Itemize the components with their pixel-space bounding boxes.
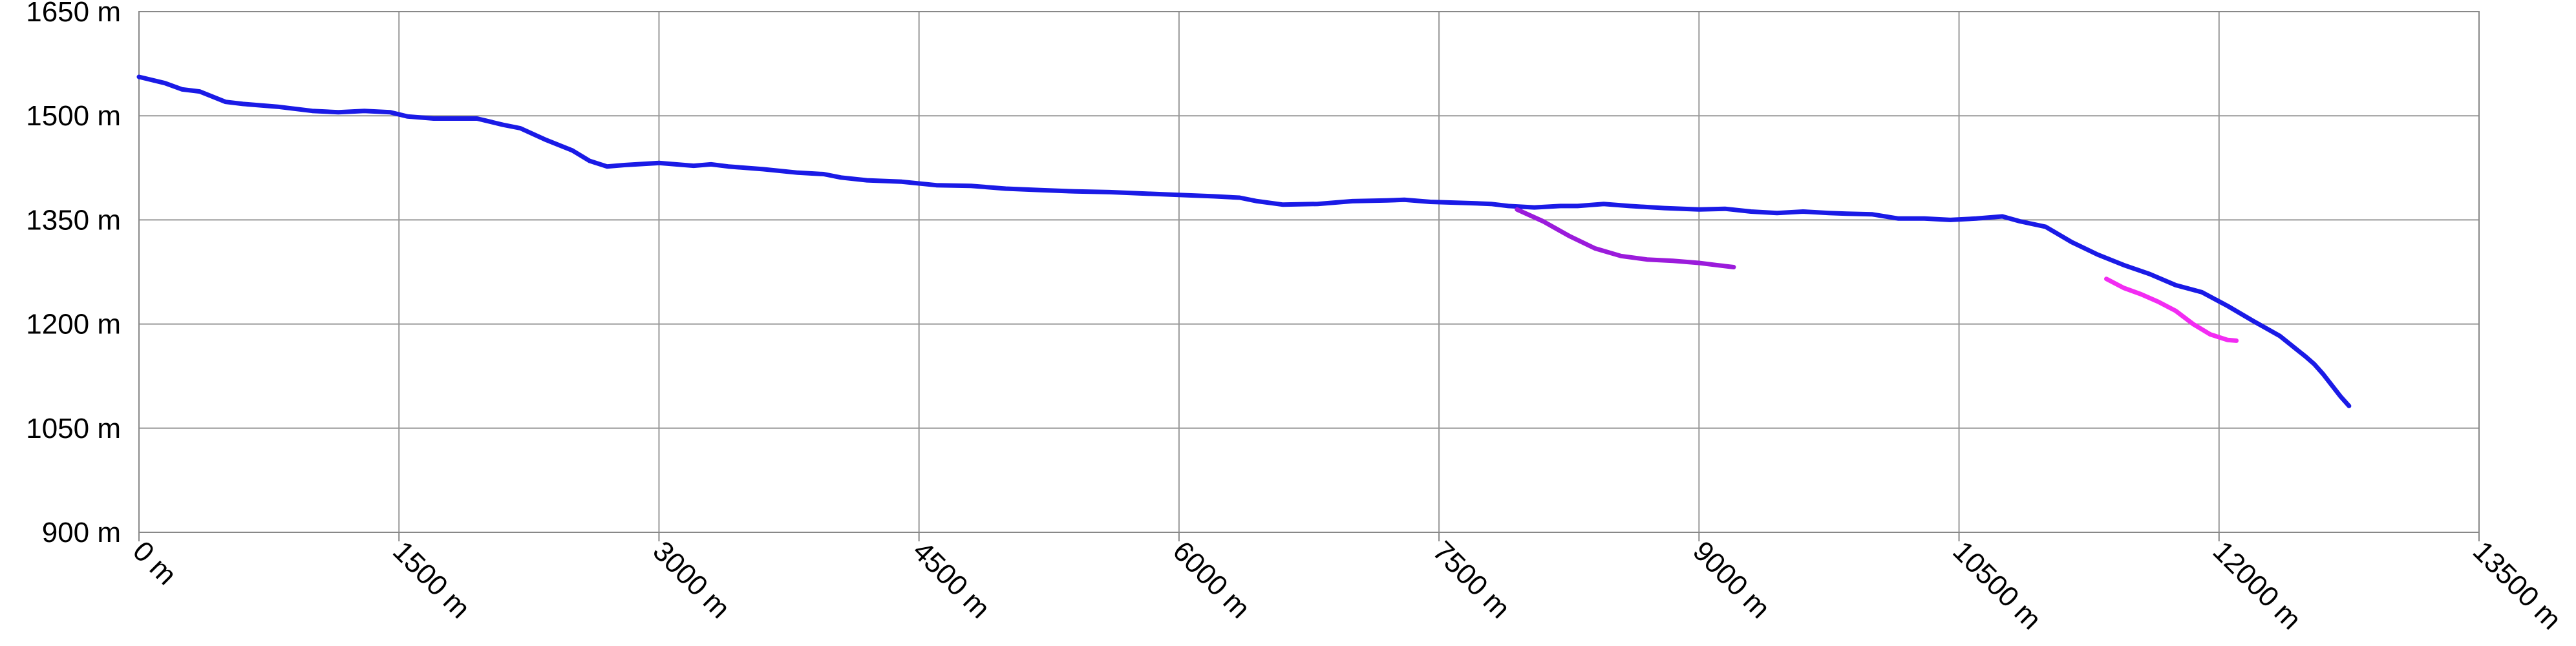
x-tick-label: 9000 m xyxy=(1687,535,1776,624)
elevation-series-line-3 xyxy=(2104,276,2239,343)
x-gridlines xyxy=(138,12,2480,541)
x-tick-label: 1500 m xyxy=(387,535,476,624)
x-tick-label: 3000 m xyxy=(646,535,736,624)
x-tick-label: 10500 m xyxy=(1946,535,2047,636)
plot-area-frame xyxy=(138,11,2480,533)
x-axis-tick-labels: 0 m 1500 m 3000 m 4500 m 6000 m 7500 m 9000 m 1… xyxy=(127,535,2568,636)
y-axis-tick-labels: 900 m 1050 m 1200 m 1350 m 1500 m 1650 m xyxy=(26,0,121,548)
y-tick-label: 900 m xyxy=(42,517,121,548)
series-layer xyxy=(136,74,2352,408)
y-tick-label: 1200 m xyxy=(26,309,121,340)
y-gridlines xyxy=(139,11,2479,533)
x-tick-label: 13500 m xyxy=(2467,535,2568,636)
x-tick-label: 0 m xyxy=(127,535,183,591)
y-tick-label: 1050 m xyxy=(26,413,121,444)
x-tick-label: 12000 m xyxy=(2207,535,2308,636)
y-tick-label: 1650 m xyxy=(26,0,121,28)
elevation-series-line-2 xyxy=(1515,207,1736,269)
x-tick-label: 4500 m xyxy=(907,535,996,624)
x-tick-label: 7500 m xyxy=(1427,535,1516,624)
elevation-series-line-1 xyxy=(136,74,2352,408)
x-tick-label: 6000 m xyxy=(1167,535,1256,624)
y-tick-label: 1350 m xyxy=(26,204,121,236)
y-tick-label: 1500 m xyxy=(26,100,121,132)
